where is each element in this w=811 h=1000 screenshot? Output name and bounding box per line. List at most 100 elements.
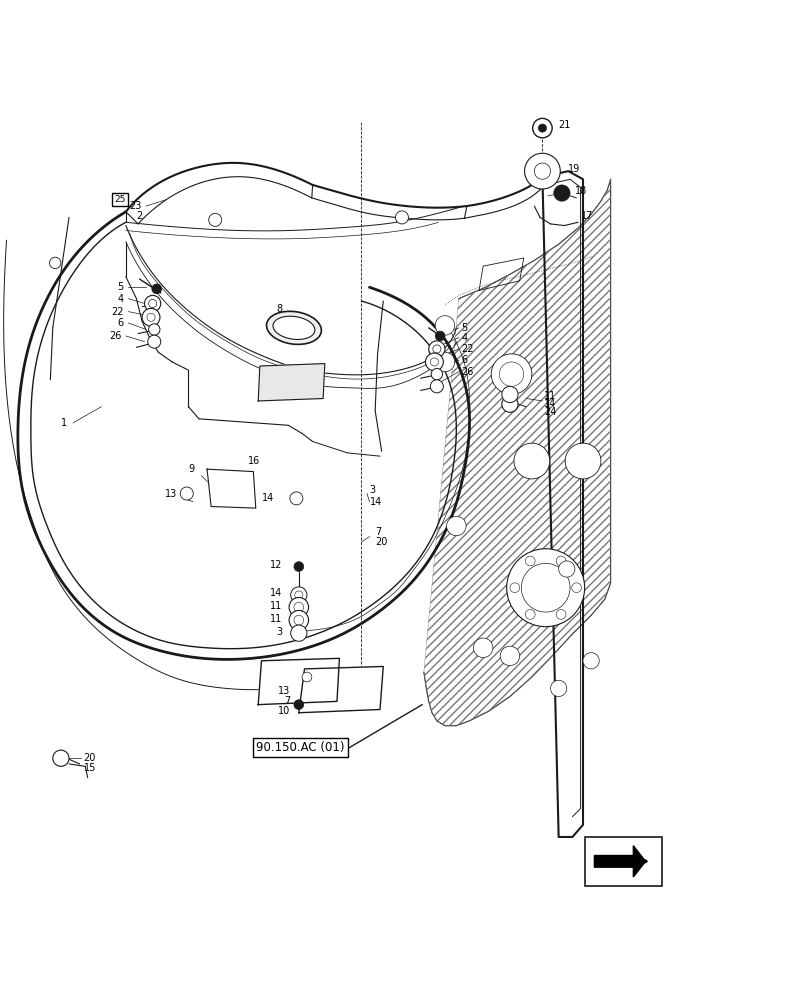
Circle shape <box>49 257 61 269</box>
Text: 24: 24 <box>543 407 556 417</box>
Ellipse shape <box>272 316 315 339</box>
Text: 14: 14 <box>261 493 273 503</box>
Circle shape <box>553 185 569 201</box>
Circle shape <box>491 354 531 394</box>
Circle shape <box>435 316 454 335</box>
Circle shape <box>290 625 307 641</box>
Circle shape <box>432 345 440 353</box>
Circle shape <box>430 380 443 393</box>
Circle shape <box>524 153 560 189</box>
Circle shape <box>509 583 519 593</box>
Ellipse shape <box>266 311 321 344</box>
Text: 11: 11 <box>543 391 556 401</box>
Text: 20: 20 <box>375 537 387 547</box>
Text: 23: 23 <box>130 201 142 211</box>
Polygon shape <box>594 846 645 877</box>
Circle shape <box>558 561 574 577</box>
Circle shape <box>521 563 569 612</box>
Text: 9: 9 <box>188 464 195 474</box>
Text: 4: 4 <box>117 294 123 304</box>
Text: 11: 11 <box>270 601 282 611</box>
Circle shape <box>147 313 155 321</box>
Circle shape <box>148 324 160 335</box>
Text: 26: 26 <box>461 367 473 377</box>
Circle shape <box>435 352 454 372</box>
Text: 90.150.AC (01): 90.150.AC (01) <box>256 741 344 754</box>
Circle shape <box>148 335 161 348</box>
Circle shape <box>294 615 303 625</box>
Text: 6: 6 <box>117 318 123 328</box>
Circle shape <box>431 368 442 380</box>
Circle shape <box>446 516 466 536</box>
Circle shape <box>395 211 408 224</box>
Polygon shape <box>258 658 339 705</box>
Circle shape <box>525 556 534 566</box>
Circle shape <box>425 353 443 371</box>
Text: 8: 8 <box>276 304 282 314</box>
Circle shape <box>499 362 523 386</box>
Text: 12: 12 <box>270 560 282 570</box>
Circle shape <box>144 295 161 312</box>
Polygon shape <box>258 364 324 401</box>
Text: 26: 26 <box>109 331 122 341</box>
Text: 14: 14 <box>543 399 556 409</box>
Text: 22: 22 <box>111 307 123 317</box>
Circle shape <box>289 597 308 617</box>
Circle shape <box>290 587 307 603</box>
Text: 11: 11 <box>270 614 282 624</box>
Circle shape <box>142 308 160 326</box>
Circle shape <box>435 331 444 341</box>
Text: 14: 14 <box>270 588 282 598</box>
Text: 1: 1 <box>60 418 67 428</box>
Circle shape <box>180 487 193 500</box>
Text: 18: 18 <box>574 186 586 196</box>
Circle shape <box>294 700 303 709</box>
Circle shape <box>532 118 551 138</box>
Circle shape <box>430 358 438 366</box>
Text: 10: 10 <box>278 706 290 716</box>
Text: 7: 7 <box>284 696 290 706</box>
Circle shape <box>290 492 303 505</box>
Circle shape <box>53 750 69 766</box>
Circle shape <box>582 653 599 669</box>
Circle shape <box>294 591 303 599</box>
Text: 4: 4 <box>461 333 467 343</box>
Circle shape <box>302 672 311 682</box>
Text: 19: 19 <box>568 164 580 174</box>
Circle shape <box>513 443 549 479</box>
Text: 16: 16 <box>247 456 260 466</box>
Text: 22: 22 <box>461 344 473 354</box>
Text: 20: 20 <box>84 753 96 763</box>
Circle shape <box>556 610 565 619</box>
Circle shape <box>501 386 517 403</box>
Circle shape <box>538 124 546 132</box>
Text: 14: 14 <box>369 497 381 507</box>
Polygon shape <box>298 666 383 713</box>
Circle shape <box>294 602 303 612</box>
Circle shape <box>525 610 534 619</box>
Circle shape <box>506 549 584 627</box>
Circle shape <box>571 583 581 593</box>
Text: 17: 17 <box>580 211 592 221</box>
Circle shape <box>428 341 444 357</box>
Text: 3: 3 <box>369 485 375 495</box>
Circle shape <box>473 638 492 658</box>
Circle shape <box>550 680 566 697</box>
FancyBboxPatch shape <box>584 837 661 886</box>
Polygon shape <box>207 469 255 508</box>
Circle shape <box>148 299 157 308</box>
Text: 5: 5 <box>117 282 123 292</box>
Circle shape <box>501 396 517 412</box>
Text: 7: 7 <box>375 527 381 537</box>
Text: 13: 13 <box>278 686 290 696</box>
Circle shape <box>289 610 308 630</box>
Text: 13: 13 <box>165 489 177 499</box>
Text: 15: 15 <box>84 763 96 773</box>
Circle shape <box>556 556 565 566</box>
Text: 6: 6 <box>461 355 467 365</box>
Text: 2: 2 <box>135 211 142 221</box>
Circle shape <box>500 646 519 666</box>
Circle shape <box>294 562 303 571</box>
Circle shape <box>564 443 600 479</box>
Text: 5: 5 <box>461 323 467 333</box>
